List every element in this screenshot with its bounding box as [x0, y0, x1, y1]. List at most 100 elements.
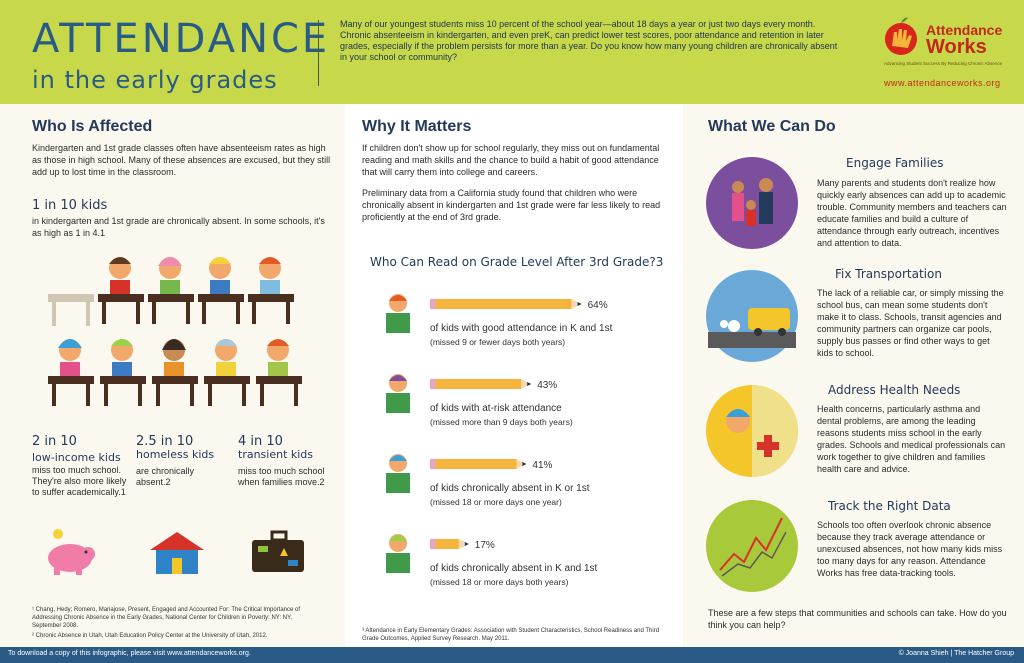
bar-pencil-tip: [571, 299, 582, 309]
reading-kid-book: [386, 473, 410, 493]
student-icon: [98, 257, 144, 324]
category-label: of kids chronically absent in K and 1st: [430, 563, 598, 574]
student-icon: [148, 257, 194, 324]
logo-tagline: Advancing Student Success By Reducing Ch…: [884, 61, 1003, 66]
chart-title: Who Can Read on Grade Level After 3rd Gr…: [370, 255, 664, 269]
health-needs-text: Health concerns, particularly asthma and…: [817, 404, 1006, 474]
data-label: 17%: [475, 540, 495, 551]
data-label: 41%: [532, 460, 552, 471]
header-divider: [318, 20, 319, 86]
school-bus-icon: [706, 270, 798, 362]
student-icon: [198, 257, 244, 324]
page-subtitle: in the early grades: [32, 66, 278, 94]
health-icon: [706, 385, 798, 477]
bar: [436, 299, 572, 309]
suitcase-icon: [252, 530, 304, 572]
track-data-title: Track the Right Data: [828, 499, 951, 513]
category-note: (missed 9 or fewer days both years): [430, 337, 565, 347]
student-icon: [248, 257, 294, 324]
bar: [436, 459, 517, 469]
student-icon: [48, 339, 94, 406]
student-row-top: [98, 257, 294, 324]
house-icon: [150, 532, 204, 574]
stat-homeless-value: 2.5 in 10: [136, 434, 194, 449]
reading-bar-chart: 64% of kids with good attendance in K and…: [386, 294, 613, 587]
bar: [436, 539, 459, 549]
bar-pencil-tip: [516, 459, 527, 469]
footnote-1: ¹ Chang, Hedy; Romero, Mariajose, Presen…: [32, 607, 301, 629]
engage-families-text: Many parents and students don't realize …: [817, 178, 1007, 248]
student-row-bottom: [48, 339, 302, 406]
stat-1-in-10: 1 in 10 kids: [32, 198, 108, 213]
header-banner: [0, 0, 1024, 104]
stat-low-income-value: 2 in 10: [32, 434, 77, 449]
engage-families-title: Engage Families: [846, 156, 944, 170]
bar: [436, 379, 522, 389]
middle-footnote: ³ Attendance in Early Elementary Grades:…: [362, 628, 660, 642]
stat-low-income-text: miss too much school. They're also more …: [32, 465, 127, 497]
middle-heading: Why It Matters: [362, 118, 472, 135]
bar-pencil-lead: [522, 462, 527, 466]
reading-kid-hair: [389, 375, 407, 381]
fix-transportation-title: Fix Transportation: [835, 267, 942, 281]
bar-pencil-lead: [464, 542, 469, 546]
reading-kid-book: [386, 313, 410, 333]
piggy-bank-icon: [48, 529, 95, 575]
logo-word-works: Works: [926, 36, 987, 58]
data-label: 64%: [588, 300, 608, 311]
bar-eraser: [430, 299, 436, 309]
category-note: (missed 18 or more days both years): [430, 577, 569, 587]
bar-pencil-lead: [577, 302, 582, 306]
stat-transient-label: transient kids: [238, 448, 314, 461]
bar-pencil-lead: [527, 382, 532, 386]
bar-pencil-tip: [521, 379, 532, 389]
bar-eraser: [430, 379, 436, 389]
stat-transient-text: miss too much school when families move.…: [238, 466, 325, 487]
data-tracking-icon: [706, 500, 798, 592]
bar-pencil-tip: [458, 539, 469, 549]
empty-desk-icon: [48, 294, 94, 326]
middle-paragraph-1: If children don't show up for school reg…: [362, 143, 660, 177]
student-icon: [204, 339, 250, 406]
category-note: (missed 18 or more days one year): [430, 497, 562, 507]
stat-transient-value: 4 in 10: [238, 434, 283, 449]
footnote-2: ² Chronic Absence in Utah, Utah Educatio…: [32, 633, 268, 639]
student-icon: [100, 339, 146, 406]
stat-homeless-label: homeless kids: [136, 448, 215, 461]
intro-text: Many of our youngest students miss 10 pe…: [340, 19, 838, 62]
left-paragraph: Kindergarten and 1st grade classes often…: [32, 143, 331, 177]
category-label: of kids chronically absent in K or 1st: [430, 483, 590, 494]
fix-transportation-text: The lack of a reliable car, or simply mi…: [817, 288, 1004, 358]
page-title: ATTENDANCE: [32, 16, 331, 62]
stat-homeless-text: are chronically absent.2: [136, 466, 195, 487]
reading-kid-book: [386, 393, 410, 413]
footer-credit: © Joanna Shieh | The Hatcher Group: [898, 650, 1014, 657]
category-label: of kids with at-risk attendance: [430, 403, 562, 414]
middle-paragraph-2: Preliminary data from a California study…: [362, 188, 661, 222]
bar-eraser: [430, 539, 436, 549]
student-icon: [256, 339, 302, 406]
reading-kid-book: [386, 553, 410, 573]
bar-eraser: [430, 459, 436, 469]
engage-families-icon: [706, 157, 798, 249]
stat-low-income-label: low-income kids: [32, 451, 121, 464]
reading-kid-hair: [389, 295, 407, 301]
footer-download-text[interactable]: To download a copy of this infographic, …: [8, 650, 251, 657]
right-heading: What We Can Do: [708, 118, 836, 135]
footer-bar: To download a copy of this infographic, …: [0, 647, 1024, 663]
data-label: 43%: [537, 380, 557, 391]
reading-kid-hair: [389, 455, 407, 461]
closing-text: These are a few steps that communities a…: [708, 608, 1007, 630]
reading-kid-hair: [389, 535, 407, 541]
track-data-text: Schools too often overlook chronic absen…: [817, 520, 1003, 578]
category-note: (missed more than 9 days both years): [430, 417, 573, 427]
classroom-illustration: [48, 257, 302, 406]
student-icon: [152, 339, 198, 406]
stat-1-in-10-text: in kindergarten and 1st grade are chroni…: [32, 216, 325, 238]
health-needs-title: Address Health Needs: [828, 383, 961, 397]
logo-url[interactable]: www.attendanceworks.org: [884, 78, 1001, 88]
apple-hand-logo-icon: [885, 17, 917, 55]
logo-word-attendance: Attendance: [926, 22, 1003, 38]
left-heading: Who Is Affected: [32, 118, 153, 135]
category-label: of kids with good attendance in K and 1s…: [430, 323, 613, 334]
